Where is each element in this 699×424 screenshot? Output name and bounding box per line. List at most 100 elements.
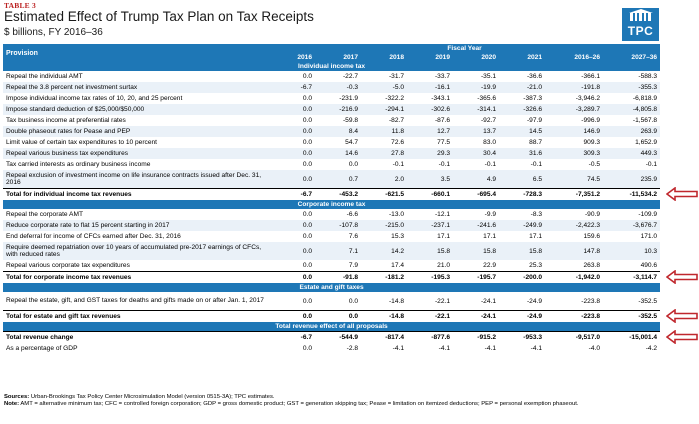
value-cell: -22.7 [342, 73, 358, 80]
note-text: AMT = alternative minimum tax; CFC = con… [19, 401, 579, 408]
value-cell: -4.0 [588, 345, 600, 352]
value-cell: 15.8 [499, 242, 545, 260]
value-cell: -7,351.2 [545, 188, 603, 200]
row-label: Total for estate and gift tax revenues [3, 310, 269, 322]
value-cell: -91.8 [315, 271, 361, 283]
year-header: 2016–26 [545, 53, 603, 62]
value-cell: -231.9 [339, 95, 358, 102]
table-row: Double phaseout rates for Pease and PEP 0… [3, 126, 661, 137]
value-cell: 0.0 [269, 242, 315, 260]
value-cell: 8.4 [315, 126, 361, 137]
value-cell: -33.7 [434, 73, 450, 80]
value-cell: 0.0 [302, 233, 312, 240]
tpc-logo: TPC [622, 8, 659, 41]
total-row: Total revenue change -6.7 -544.9 -817.4 -877… [3, 331, 661, 343]
row-label: End deferral for income of CFCs earned a… [6, 232, 181, 240]
note-label: Note: [4, 401, 20, 408]
row-label: Impose standard deduction of $25,000/$50… [3, 104, 269, 115]
value-cell: 0.0 [302, 297, 312, 305]
sources-note: Sources: Urban-Brookings Tax Policy Cent… [4, 394, 694, 401]
value-cell: -355.3 [603, 82, 661, 93]
section-title: Corporate income tax [3, 200, 661, 209]
section-header-corporate: Corporate income tax [3, 200, 661, 209]
value-cell: -195.3 [407, 271, 453, 283]
value-cell: 0.0 [269, 126, 315, 137]
value-cell: -24.9 [499, 310, 545, 322]
value-cell: 15.3 [391, 233, 404, 240]
value-cell: 0.0 [302, 139, 312, 146]
value-cell: 7.1 [315, 242, 361, 260]
value-cell: 74.5 [545, 170, 603, 189]
value-cell: -223.8 [581, 297, 600, 305]
value-cell: -322.2 [385, 95, 404, 102]
row-label: Total revenue change [3, 331, 269, 343]
value-cell: 0.0 [269, 271, 315, 283]
value-cell: 72.6 [391, 139, 404, 146]
value-cell: 0.0 [302, 345, 312, 352]
value-cell: -695.4 [453, 188, 499, 200]
table-row: As a percentage of GDP 0.0 -2.8 -4.1 -4.1 -4.… [3, 343, 660, 354]
table-row: Limit value of certain tax expenditures … [3, 137, 660, 148]
value-cell: 14.6 [315, 148, 361, 159]
row-label: Total for corporate income tax revenues [3, 271, 269, 283]
red-outline-left-arrow-icon [666, 330, 698, 345]
table-row: Impose standard deduction of $25,000/$50… [3, 104, 661, 115]
value-cell: 54.7 [345, 139, 358, 146]
value-cell: -92.7 [480, 117, 496, 124]
value-cell: 6.5 [499, 170, 545, 189]
value-cell: 449.3 [603, 148, 661, 159]
value-cell: 235.9 [603, 170, 661, 189]
value-cell: 83.0 [483, 139, 496, 146]
table-row: Repeal the individual AMT 0.0 -22.7 -31.7 -3… [3, 71, 660, 82]
value-cell: -0.1 [645, 161, 658, 168]
value-cell: 1,652.9 [635, 139, 658, 146]
value-cell: -588.3 [638, 73, 658, 80]
value-cell: 0.0 [269, 170, 315, 189]
value-cell: -1,942.0 [545, 271, 603, 283]
value-cell: 12.7 [407, 126, 453, 137]
section-title: Estate and gift taxes [3, 283, 661, 292]
table-row: Impose individual income tax rates of 10… [3, 93, 660, 104]
value-cell: 31.6 [499, 148, 545, 159]
value-cell: 0.7 [315, 170, 361, 189]
year-header: 2021 [499, 53, 545, 62]
value-cell: 263.8 [583, 262, 600, 269]
section-title: Individual income tax [3, 62, 661, 71]
value-cell: 29.3 [407, 148, 453, 159]
value-cell: 17.4 [391, 262, 404, 269]
year-header: 2018 [361, 53, 407, 62]
value-cell: -6.6 [346, 211, 358, 218]
section-header-individual: Individual income tax [3, 62, 661, 71]
value-cell: -59.8 [342, 117, 358, 124]
value-cell: 2.0 [361, 170, 407, 189]
value-cell: -9,517.0 [545, 331, 603, 343]
section-header-estate: Estate and gift taxes [3, 283, 661, 292]
value-cell: -4.1 [530, 345, 542, 352]
page-title: Estimated Effect of Trump Tax Plan on Ta… [4, 9, 314, 24]
value-cell: -0.3 [315, 82, 361, 93]
row-label: Total for individual income tax revenues [3, 188, 269, 200]
value-cell: -352.5 [638, 297, 658, 305]
value-cell: 159.6 [583, 233, 600, 240]
abbreviations-note: Note: AMT = alternative minimum tax; CFC… [4, 401, 694, 408]
value-cell: 0.0 [269, 310, 315, 322]
value-cell: 15.8 [407, 242, 453, 260]
value-cell: -2,422.3 [545, 220, 603, 231]
value-cell: -1,567.8 [632, 117, 658, 124]
value-cell: 13.7 [453, 126, 499, 137]
year-header: 2027–36 [603, 53, 661, 62]
value-cell: -343.1 [431, 95, 450, 102]
row-label: Repeal various business tax expenditures [3, 148, 269, 159]
value-cell: 21.0 [437, 262, 450, 269]
value-cell: 14.5 [499, 126, 545, 137]
logo-columns-icon [630, 12, 651, 21]
year-header-row: 2016 2017 2018 2019 2020 2021 2016–26 20… [3, 53, 661, 62]
red-outline-left-arrow-icon [666, 270, 698, 285]
value-cell: -4.1 [392, 345, 404, 352]
value-cell: 22.9 [483, 262, 496, 269]
year-header: 2017 [315, 53, 361, 62]
value-cell: 88.7 [529, 139, 542, 146]
table-row: Reduce corporate rate to flat 15 percent… [3, 220, 661, 231]
value-cell: -19.9 [453, 82, 499, 93]
value-cell: -22.1 [407, 310, 453, 322]
